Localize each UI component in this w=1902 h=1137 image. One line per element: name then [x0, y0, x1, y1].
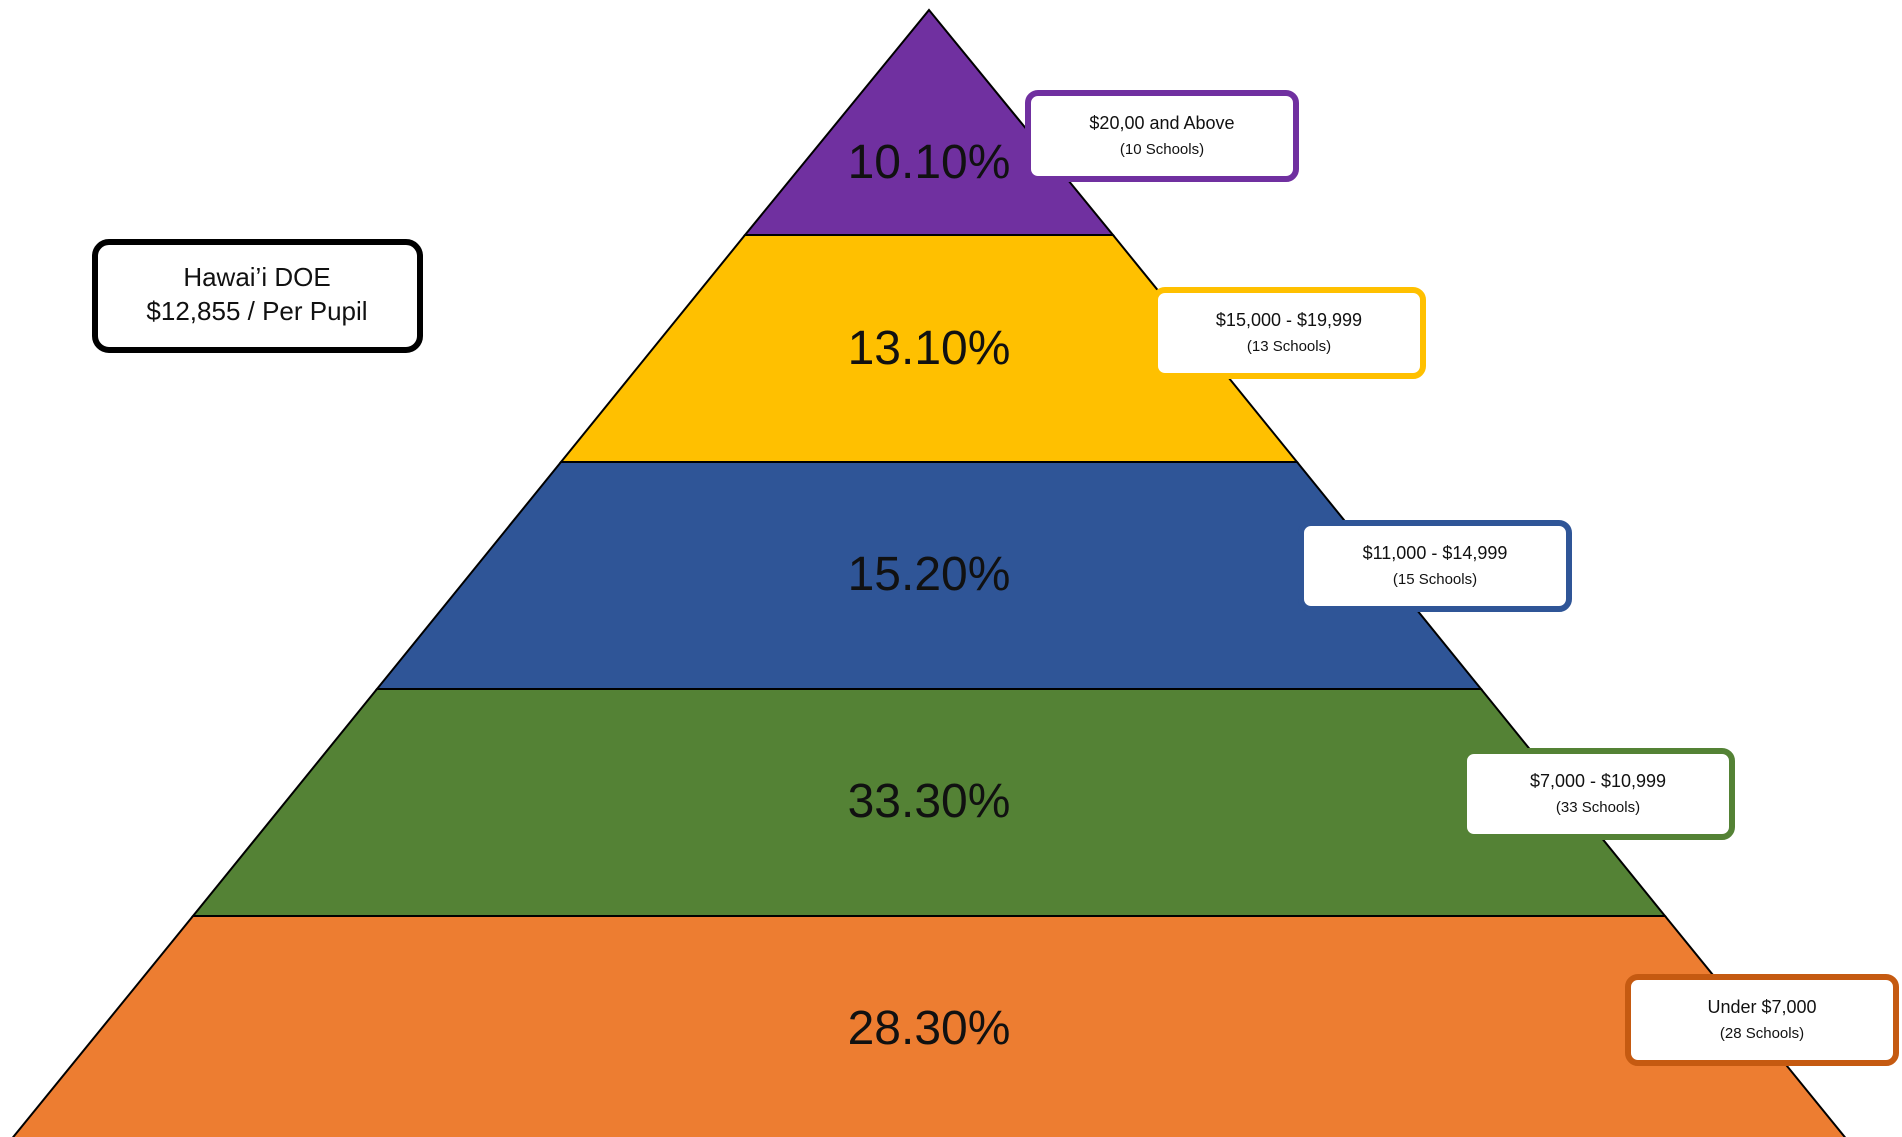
callout-tier-2: $15,000 - $19,999 (13 Schools) [1152, 287, 1426, 379]
doe-summary-box: Hawai’i DOE $12,855 / Per Pupil [92, 239, 423, 353]
tier-percent-label: 10.10% [848, 136, 1011, 189]
pyramid-tier-bottom [11, 915, 1847, 1137]
tier-percent-label: 28.30% [848, 1002, 1011, 1055]
callout-schools: (13 Schools) [1247, 338, 1331, 355]
callout-schools: (33 Schools) [1556, 799, 1640, 816]
callout-schools: (15 Schools) [1393, 571, 1477, 588]
callout-range: $15,000 - $19,999 [1216, 310, 1362, 330]
callout-tier-top: $20,00 and Above (10 Schools) [1025, 90, 1299, 182]
callout-range: $7,000 - $10,999 [1530, 771, 1666, 791]
callout-schools: (28 Schools) [1720, 1025, 1804, 1042]
doe-title: Hawai’i DOE [183, 262, 330, 292]
callout-range: Under $7,000 [1707, 997, 1816, 1017]
callout-tier-3: $11,000 - $14,999 (15 Schools) [1298, 520, 1572, 612]
callout-range: $20,00 and Above [1089, 113, 1234, 133]
callout-schools: (10 Schools) [1120, 141, 1204, 158]
tier-percent-label: 13.10% [848, 322, 1011, 375]
tier-percent-label: 33.30% [848, 775, 1011, 828]
callout-tier-bottom: Under $7,000 (28 Schools) [1625, 974, 1899, 1066]
callout-range: $11,000 - $14,999 [1363, 543, 1508, 563]
tier-percent-label: 15.20% [848, 548, 1011, 601]
callout-tier-4: $7,000 - $10,999 (33 Schools) [1461, 748, 1735, 840]
doe-per-pupil: $12,855 / Per Pupil [146, 296, 367, 326]
